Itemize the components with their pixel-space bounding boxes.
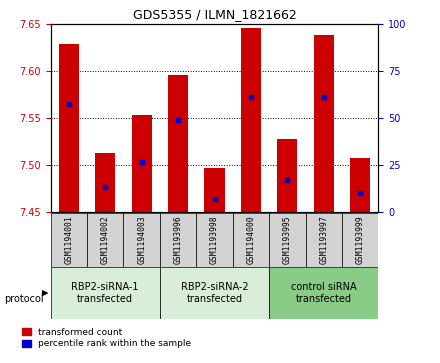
Text: GSM1194002: GSM1194002 — [101, 216, 110, 264]
Text: GSM1193995: GSM1193995 — [283, 216, 292, 264]
Title: GDS5355 / ILMN_1821662: GDS5355 / ILMN_1821662 — [132, 8, 297, 21]
Bar — [160, 267, 269, 319]
Bar — [269, 213, 305, 267]
Bar — [305, 213, 342, 267]
Text: RBP2-siRNA-1
transfected: RBP2-siRNA-1 transfected — [71, 282, 139, 304]
Bar — [59, 44, 79, 212]
Bar — [314, 35, 334, 212]
Bar — [132, 115, 152, 212]
Bar — [168, 74, 188, 212]
Bar — [205, 168, 224, 212]
Bar — [350, 158, 370, 212]
Bar — [269, 267, 378, 319]
Text: RBP2-siRNA-2
transfected: RBP2-siRNA-2 transfected — [181, 282, 248, 304]
Bar — [87, 213, 124, 267]
Bar — [95, 153, 115, 212]
Bar — [196, 213, 233, 267]
Bar — [342, 213, 378, 267]
Text: GSM1194003: GSM1194003 — [137, 216, 146, 264]
Bar — [124, 213, 160, 267]
Text: GSM1193999: GSM1193999 — [356, 216, 365, 264]
Bar — [233, 213, 269, 267]
Text: GSM1193998: GSM1193998 — [210, 216, 219, 264]
Text: GSM1194000: GSM1194000 — [246, 216, 256, 264]
Bar — [51, 267, 160, 319]
Text: control siRNA
transfected: control siRNA transfected — [291, 282, 356, 304]
Bar — [160, 213, 196, 267]
Text: GSM1194001: GSM1194001 — [64, 216, 73, 264]
Text: protocol: protocol — [4, 294, 44, 305]
Text: GSM1193996: GSM1193996 — [173, 216, 183, 264]
Bar — [51, 213, 87, 267]
Bar — [241, 28, 261, 212]
Legend: transformed count, percentile rank within the sample: transformed count, percentile rank withi… — [22, 327, 191, 348]
Bar — [277, 139, 297, 212]
Text: GSM1193997: GSM1193997 — [319, 216, 328, 264]
